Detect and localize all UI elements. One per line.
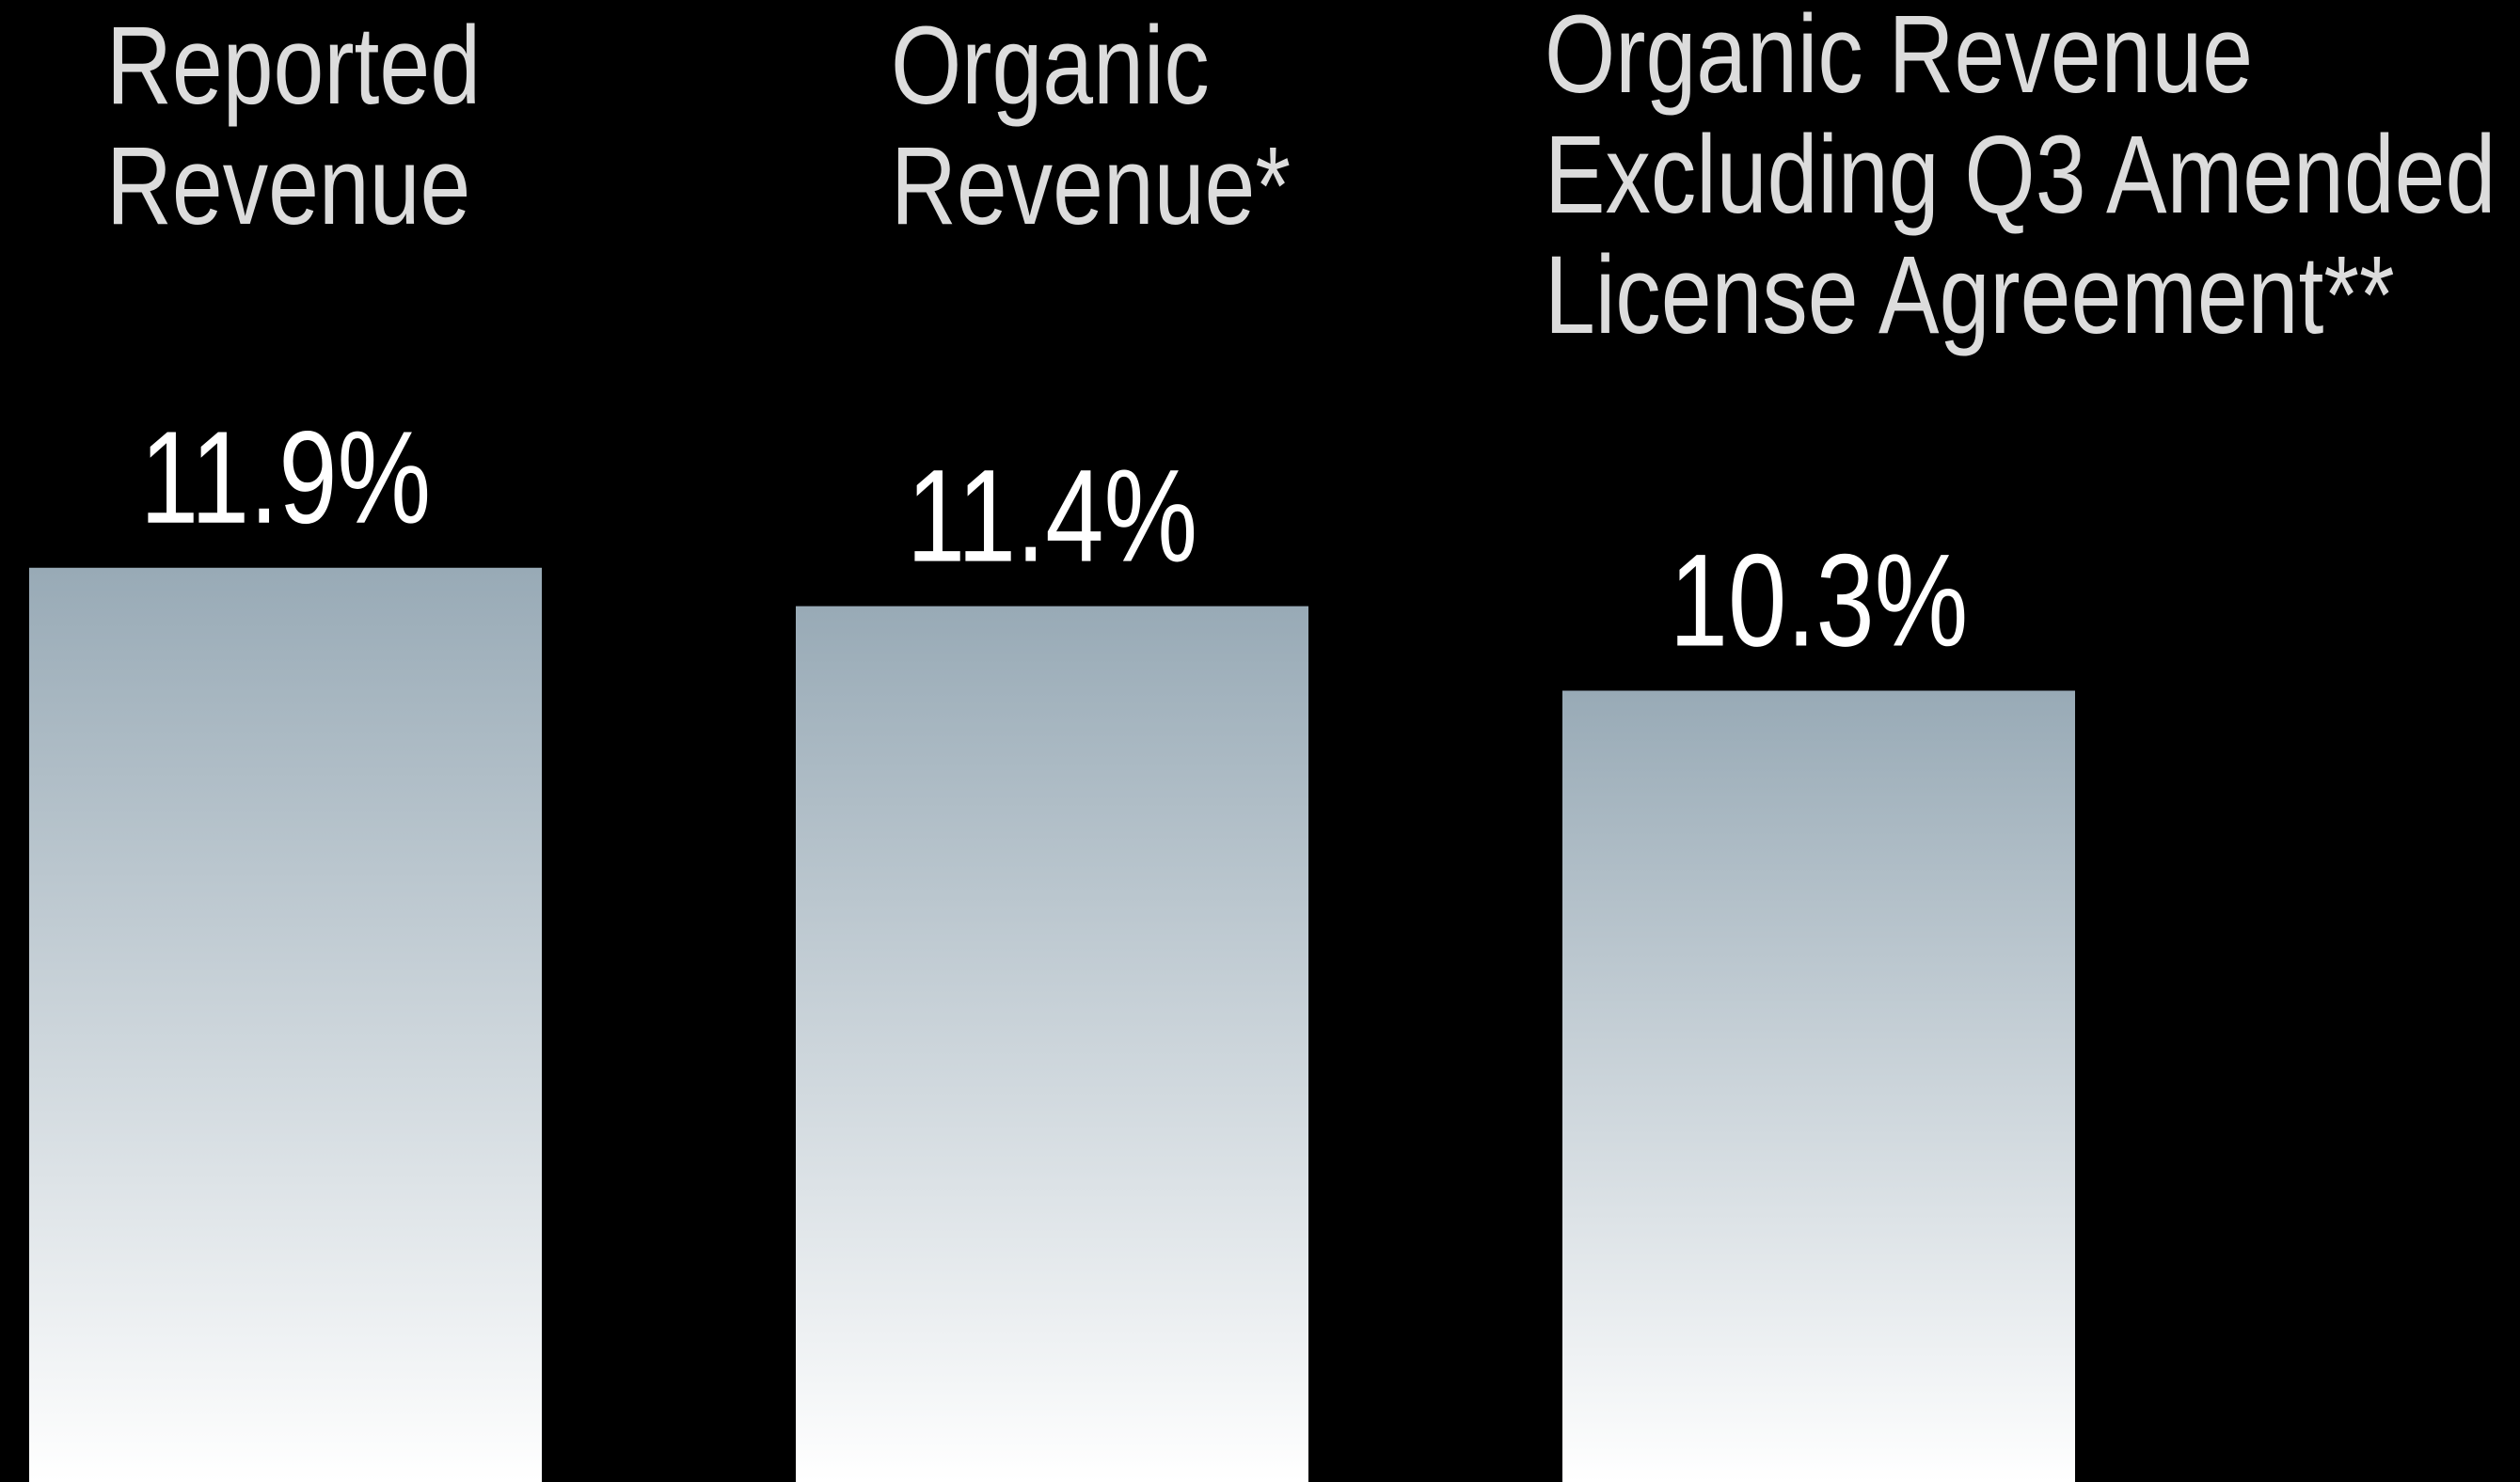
bar — [796, 606, 1308, 1482]
value-label-group: 11.9% — [140, 403, 431, 551]
bar — [29, 567, 542, 1482]
category-label: Organic Revenue* — [891, 4, 1291, 248]
value-label-group: 10.3% — [1670, 526, 1969, 673]
bar — [1562, 690, 2075, 1482]
value-label: 11.9% — [140, 403, 431, 551]
value-label: 10.3% — [1670, 526, 1969, 673]
value-label-group: 11.4% — [907, 442, 1197, 590]
category-label: Organic Revenue Excluding Q3 Amended Lic… — [1545, 0, 2496, 357]
category-label: Reported Revenue — [106, 4, 482, 248]
value-label: 11.4% — [907, 442, 1197, 590]
